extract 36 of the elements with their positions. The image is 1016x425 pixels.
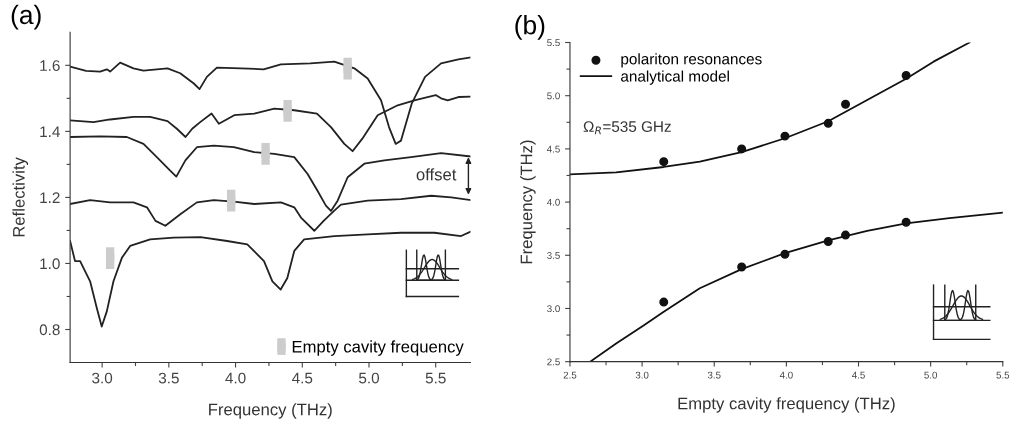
x-tick-label: 5.5	[425, 372, 446, 384]
x-tick-label: 4.0	[225, 372, 246, 384]
y-tick-label: 1.6	[40, 60, 60, 72]
annotation: offset	[416, 168, 457, 181]
y-tick-label: 4.0	[546, 198, 560, 206]
x-tick-label: 2.5	[563, 371, 577, 379]
x-axis-title: Frequency (THz)	[209, 403, 332, 419]
x-tick-label: 4.5	[851, 371, 865, 379]
annotation: Ω$_{R}$=535 GHz	[583, 121, 671, 135]
x-tick-label: 3.5	[158, 372, 179, 384]
x-tick-label: 3.0	[92, 372, 113, 384]
x-tick-label: 4.5	[292, 372, 313, 384]
y-tick-label: 1.4	[40, 126, 60, 137]
y-axis-title: Reflectivity	[12, 157, 29, 237]
x-tick-label: 4.0	[779, 371, 793, 379]
chart-title: (a)	[11, 4, 41, 30]
chart-title: (b)	[515, 15, 545, 40]
y-tick-label: 3.5	[547, 252, 560, 259]
y-tick-label: 3.0	[547, 305, 560, 313]
y-tick-label: 1.2	[40, 192, 60, 203]
y-tick-label: 4.5	[546, 145, 560, 153]
legend-label: analytical model	[621, 70, 729, 85]
y-tick-label: 0.8	[39, 324, 60, 336]
x-tick-label: 3.5	[707, 371, 721, 379]
y-tick-label: 5.0	[547, 92, 560, 100]
y-axis-title: Frequency (THz)	[520, 140, 536, 264]
y-tick-label: 2.5	[547, 358, 560, 366]
y-tick-label: 5.5	[547, 39, 560, 47]
x-tick-label: 5.0	[924, 371, 938, 379]
x-axis-title: Empty cavity frequency (THz)	[678, 397, 895, 413]
legend-label: Empty cavity frequency	[292, 340, 464, 356]
y-tick-label: 1.0	[40, 258, 60, 270]
legend-label: polariton resonances	[621, 53, 762, 68]
x-tick-label: 3.0	[635, 371, 649, 379]
x-tick-label: 5.0	[358, 372, 380, 384]
x-tick-label: 5.5	[996, 371, 1010, 379]
